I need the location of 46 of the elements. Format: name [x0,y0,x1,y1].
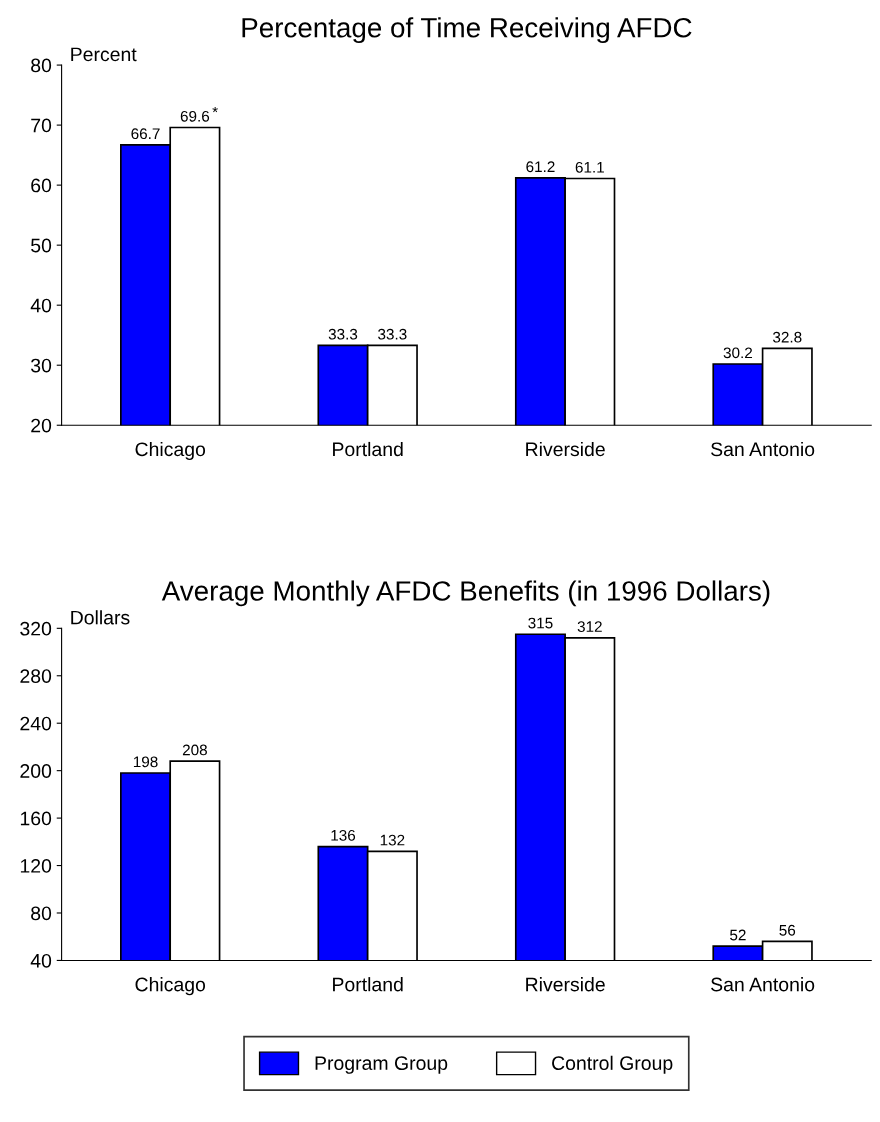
y-tick-label: 320 [20,621,52,636]
y-tick-label: 160 [20,811,52,826]
y-tick-label: 50 [31,238,52,253]
data-label: 32.8 [772,331,802,343]
x-tick-label: Portland [333,441,403,457]
chart-title: Average Monthly AFDC Benefits (in 1996 Dollars) [161,580,770,607]
data-label: 61.2 [526,161,555,173]
y-tick-label: 40 [30,953,52,968]
x-tick-label: Portland [333,977,403,992]
annotation: * [212,106,218,113]
y-tick-label: 70 [31,118,52,133]
data-label: 312 [577,621,602,633]
y-tick-label: 40 [30,298,52,313]
data-label: 136 [331,829,356,841]
legend-label: Control Group [552,1055,673,1074]
data-label: 61.1 [575,161,604,173]
data-label: 69.6 [180,110,210,122]
x-tick-label: Riverside [526,977,605,992]
chart-title: Percentage of Time Receiving AFDC [242,17,692,44]
data-label: 52 [730,929,746,941]
data-label: 66.7 [131,128,160,140]
y-tick-label: 280 [20,669,52,683]
y-tick-label: 80 [31,906,52,921]
data-label: 208 [182,744,207,756]
data-label: 33.3 [378,328,407,340]
data-label: 198 [133,756,158,768]
y-tick-label: 120 [20,859,52,873]
data-label: 132 [380,834,405,846]
data-label: 30.2 [723,347,753,359]
y-tick-label: 240 [20,716,52,731]
data-label: 33.3 [328,328,358,340]
x-tick-label: San Antonio [711,977,815,992]
x-tick-label: Riverside [526,441,605,457]
y-tick-label: 80 [31,58,52,73]
y-tick-label: 200 [20,764,52,778]
data-label: 56 [779,924,796,936]
y-axis-title: Dollars [71,610,130,625]
data-label: 315 [528,617,553,629]
x-tick-label: Chicago [135,977,206,996]
x-tick-label: Chicago [135,441,206,461]
y-tick-label: 20 [31,418,52,433]
y-tick-label: 60 [31,178,52,193]
y-tick-label: 30 [30,358,52,373]
y-axis-title: Percent [71,47,137,62]
x-tick-label: San Antonio [711,441,815,457]
legend-label: Program Group [315,1056,448,1074]
